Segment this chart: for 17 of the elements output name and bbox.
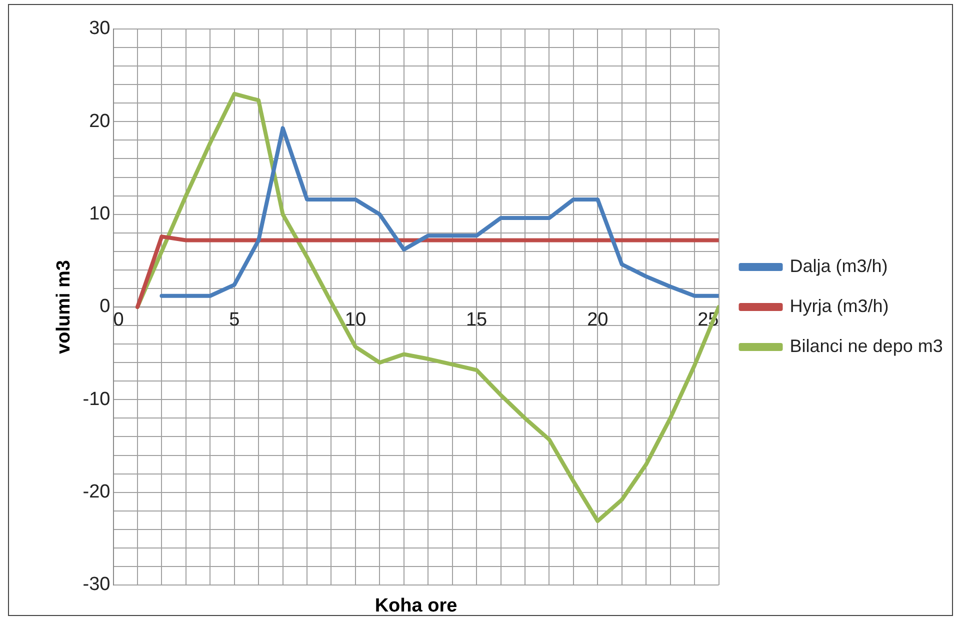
x-tick-label: 10 (344, 310, 366, 331)
y-tick-label: -30 (82, 574, 110, 596)
legend-label: Dalja (m3/h) (790, 256, 888, 276)
legend-label: Hyrja (m3/h) (790, 296, 889, 316)
x-tick-label: 15 (466, 310, 488, 331)
y-tick-label: 10 (89, 204, 110, 225)
x-tick-label: 0 (113, 310, 124, 331)
y-axis-title: volumi m3 (54, 260, 75, 354)
x-tick-label: 5 (229, 310, 240, 331)
y-tick-label: 30 (89, 18, 110, 40)
legend-label: Bilanci ne depo m3 (790, 336, 943, 356)
y-tick-label: -20 (82, 482, 110, 503)
y-tick-label: 20 (89, 110, 110, 132)
y-tick-label: 0 (100, 296, 110, 318)
x-tick-label: 20 (587, 310, 608, 331)
x-axis-title: Koha ore (374, 596, 458, 617)
y-tick-label: -10 (82, 388, 110, 410)
